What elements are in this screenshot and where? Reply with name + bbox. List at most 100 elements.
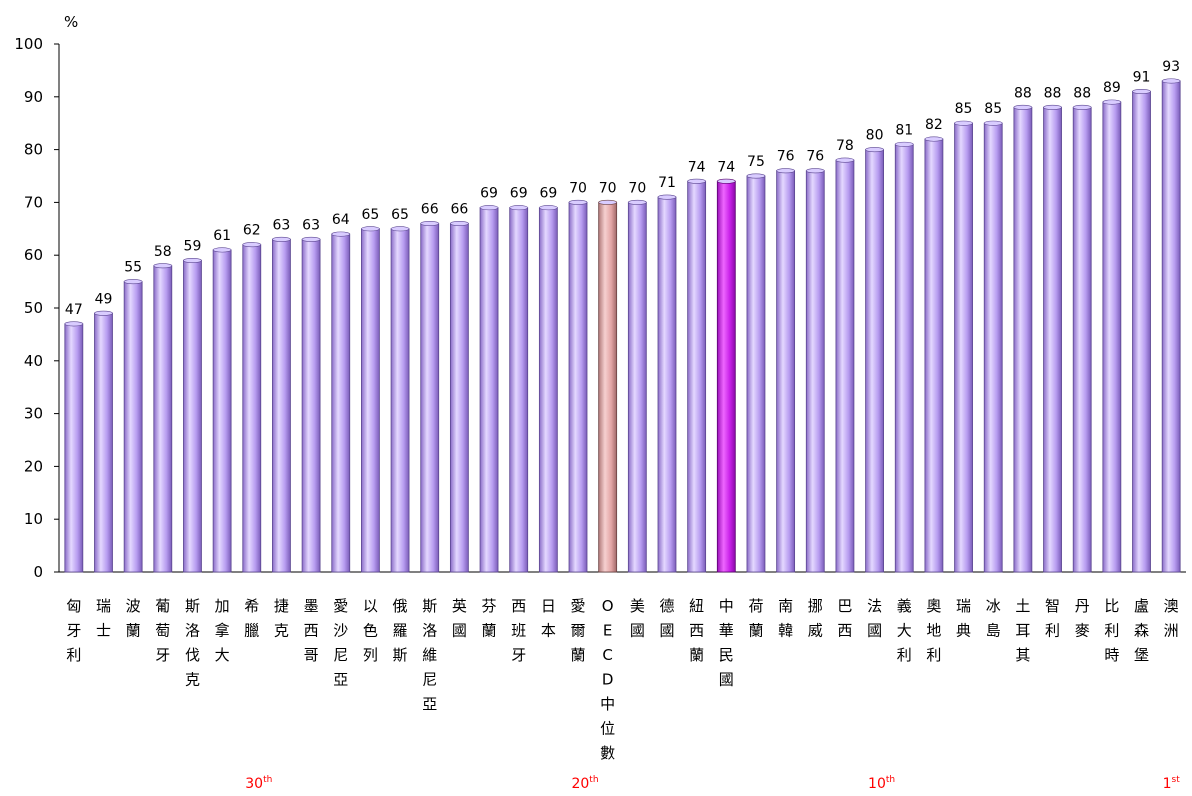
bar-top bbox=[1072, 104, 1092, 110]
data-label: 70 bbox=[628, 180, 646, 196]
category-label: 巴西 bbox=[837, 597, 852, 640]
y-tick-label: 60 bbox=[24, 246, 43, 264]
rank-marker: 1st bbox=[1163, 775, 1181, 792]
bar-top bbox=[420, 221, 440, 227]
category-label: 盧森堡 bbox=[1134, 597, 1149, 664]
category-label: 芬蘭 bbox=[482, 597, 497, 640]
category-label: 以色列 bbox=[363, 597, 378, 664]
data-label: 76 bbox=[806, 149, 824, 165]
category-label: 希臘 bbox=[244, 597, 259, 640]
data-label: 89 bbox=[1103, 80, 1121, 96]
bar bbox=[242, 244, 262, 573]
bar-top bbox=[94, 310, 113, 316]
category-label: 挪威 bbox=[808, 597, 823, 640]
bar bbox=[687, 180, 707, 573]
bars-group bbox=[64, 78, 1181, 573]
bar-top bbox=[924, 136, 944, 142]
data-label: 74 bbox=[717, 159, 735, 175]
bar-top bbox=[1132, 89, 1151, 95]
data-label: 63 bbox=[302, 217, 320, 233]
category-label: O E C D 中位數 bbox=[600, 597, 615, 762]
category-label: 丹麥 bbox=[1075, 597, 1090, 640]
category-label: 南韓 bbox=[778, 597, 793, 640]
category-label: 愛爾蘭 bbox=[571, 597, 586, 664]
category-label: 加拿大 bbox=[215, 597, 230, 664]
bar-top bbox=[865, 147, 884, 153]
bar bbox=[1013, 106, 1033, 573]
data-label: 59 bbox=[184, 238, 202, 254]
data-label: 65 bbox=[391, 207, 409, 223]
data-label: 64 bbox=[332, 212, 350, 228]
bar bbox=[1072, 106, 1092, 573]
data-label: 85 bbox=[984, 101, 1002, 117]
category-label: 法國 bbox=[867, 597, 882, 640]
data-label: 49 bbox=[95, 291, 113, 307]
bar-top bbox=[183, 257, 202, 263]
category-label: 中華民國 bbox=[719, 597, 734, 689]
bar bbox=[746, 175, 766, 573]
bar-top bbox=[301, 236, 321, 242]
data-label: 76 bbox=[777, 149, 795, 165]
data-label: 70 bbox=[599, 180, 617, 196]
bar-top bbox=[361, 226, 380, 232]
category-label: 俄羅斯 bbox=[393, 597, 408, 664]
category-label: 英國 bbox=[452, 597, 467, 640]
data-label: 88 bbox=[1073, 85, 1091, 101]
bar-top bbox=[776, 168, 795, 174]
category-label: 德國 bbox=[659, 597, 674, 640]
data-label: 70 bbox=[569, 180, 587, 196]
bar bbox=[983, 122, 1003, 573]
y-tick-label: 90 bbox=[24, 88, 43, 106]
bar-top bbox=[1161, 78, 1181, 84]
y-tick-label: 100 bbox=[14, 35, 43, 53]
bar-top bbox=[717, 178, 736, 184]
category-label: 奧地利 bbox=[926, 597, 941, 664]
data-label: 55 bbox=[124, 260, 142, 276]
category-labels-group: 匈牙利瑞士波蘭葡萄牙斯洛伐克加拿大希臘捷克墨西哥愛沙尼亞以色列俄羅斯斯洛維尼亞英… bbox=[66, 597, 1178, 762]
rank-markers-group: 30th 20th 10th 1st bbox=[245, 775, 1180, 792]
bar-top bbox=[123, 279, 143, 285]
data-label: 66 bbox=[450, 202, 468, 218]
bar-top bbox=[1043, 104, 1062, 110]
category-label: 愛沙尼亞 bbox=[333, 597, 348, 689]
bar-top bbox=[954, 120, 973, 126]
category-label: 西班牙 bbox=[511, 597, 526, 664]
bar bbox=[865, 149, 884, 573]
bar bbox=[1132, 91, 1151, 573]
data-label: 78 bbox=[836, 138, 854, 154]
bar-top bbox=[983, 120, 1003, 126]
bar bbox=[835, 159, 855, 573]
data-label: 63 bbox=[273, 217, 291, 233]
bar bbox=[509, 207, 529, 573]
category-label: 美國 bbox=[630, 597, 645, 640]
bar-top bbox=[835, 157, 855, 163]
bar-top bbox=[1013, 104, 1033, 110]
bar-top bbox=[598, 199, 617, 205]
y-tick-label: 20 bbox=[24, 457, 43, 475]
bar-top bbox=[894, 141, 914, 147]
category-label: 日本 bbox=[541, 597, 556, 640]
data-label: 69 bbox=[539, 186, 557, 202]
category-label: 捷克 bbox=[274, 597, 289, 640]
data-label: 71 bbox=[658, 175, 676, 191]
bar bbox=[301, 238, 321, 573]
data-label: 58 bbox=[154, 244, 172, 260]
category-label: 匈牙利 bbox=[66, 597, 81, 664]
bar bbox=[716, 180, 736, 573]
bar bbox=[568, 201, 588, 573]
data-label: 82 bbox=[925, 117, 943, 133]
bar-top bbox=[805, 168, 825, 174]
bar-top bbox=[687, 178, 706, 184]
rank-marker: 10th bbox=[868, 775, 895, 792]
y-tick-label: 30 bbox=[24, 405, 43, 423]
y-axis-unit: % bbox=[64, 13, 78, 31]
bar bbox=[598, 201, 618, 573]
bar-top bbox=[1102, 99, 1122, 105]
y-tick-label: 70 bbox=[24, 193, 43, 211]
data-label: 66 bbox=[421, 202, 439, 218]
data-label: 85 bbox=[955, 101, 973, 117]
bar-top bbox=[568, 199, 588, 205]
category-label: 波蘭 bbox=[126, 597, 141, 640]
